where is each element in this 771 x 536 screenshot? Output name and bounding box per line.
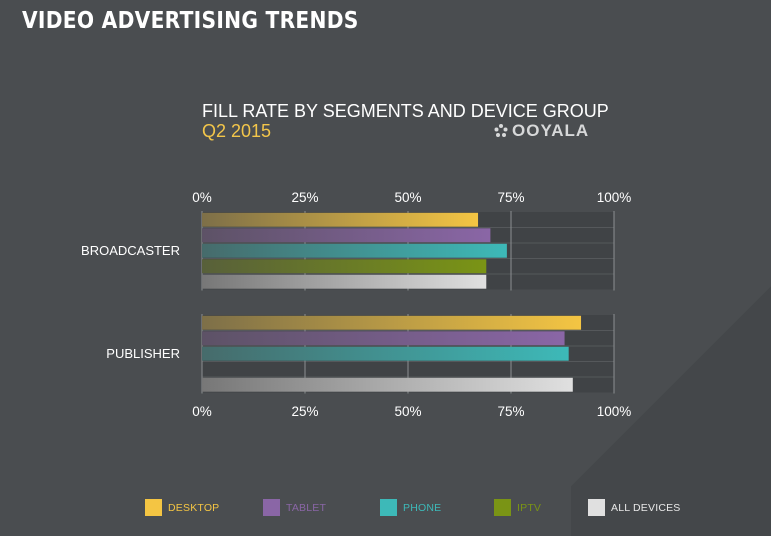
bar-desktop-broadcaster <box>202 212 479 227</box>
legend-swatch-all_devices <box>588 499 605 516</box>
legend-item-phone: PHONE <box>380 499 441 516</box>
legend-label-iptv: IPTV <box>517 501 542 514</box>
x-tick-label-bottom: 0% <box>192 404 212 419</box>
chart-title: FILL RATE BY SEGMENTS AND DEVICE GROUP <box>202 101 609 121</box>
x-tick-label-bottom: 75% <box>497 404 524 419</box>
bar-phone-broadcaster <box>202 243 507 258</box>
legend-swatch-iptv <box>494 499 511 516</box>
bar-tablet-publisher <box>202 331 565 346</box>
legend-label-all_devices: ALL DEVICES <box>611 501 681 514</box>
chart-subtitle: Q2 2015 <box>202 121 272 141</box>
legend-item-all_devices: ALL DEVICES <box>588 499 681 516</box>
x-tick-label-bottom: 50% <box>394 404 421 419</box>
bar-desktop-publisher <box>202 315 582 330</box>
legend-swatch-phone <box>380 499 397 516</box>
ooyala-logo-icon <box>494 124 508 137</box>
brand-name: OOYALA <box>512 121 590 140</box>
legend-item-iptv: IPTV <box>494 499 541 516</box>
legend-label-tablet: TABLET <box>286 501 327 514</box>
category-label-broadcaster: BROADCASTER <box>81 243 180 258</box>
x-tick-label-top: 25% <box>291 190 318 205</box>
x-tick-label-top: 75% <box>497 190 524 205</box>
legend-label-phone: PHONE <box>403 501 442 514</box>
bar-phone-publisher <box>202 346 569 361</box>
category-label-publisher: PUBLISHER <box>106 346 180 361</box>
legend-swatch-desktop <box>145 499 162 516</box>
chart-legend: DESKTOP TABLET PHONE IPTV ALL DEVICES <box>0 499 771 519</box>
bar-all_devices-publisher <box>202 377 573 392</box>
x-tick-label-top: 0% <box>192 190 212 205</box>
legend-item-desktop: DESKTOP <box>145 499 219 516</box>
brand-logo: OOYALA <box>493 121 589 141</box>
legend-label-desktop: DESKTOP <box>168 501 220 514</box>
bar-all_devices-broadcaster <box>202 274 487 289</box>
bar-tablet-broadcaster <box>202 228 491 243</box>
page-title: VIDEO ADVERTISING TRENDS <box>22 8 359 34</box>
legend-item-tablet: TABLET <box>263 499 326 516</box>
x-tick-label-bottom: 25% <box>291 404 318 419</box>
legend-swatch-tablet <box>263 499 280 516</box>
x-tick-label-top: 50% <box>394 190 421 205</box>
bar-iptv-broadcaster <box>202 259 487 274</box>
x-tick-label-bottom: 100% <box>597 404 632 419</box>
x-tick-label-top: 100% <box>597 190 632 205</box>
